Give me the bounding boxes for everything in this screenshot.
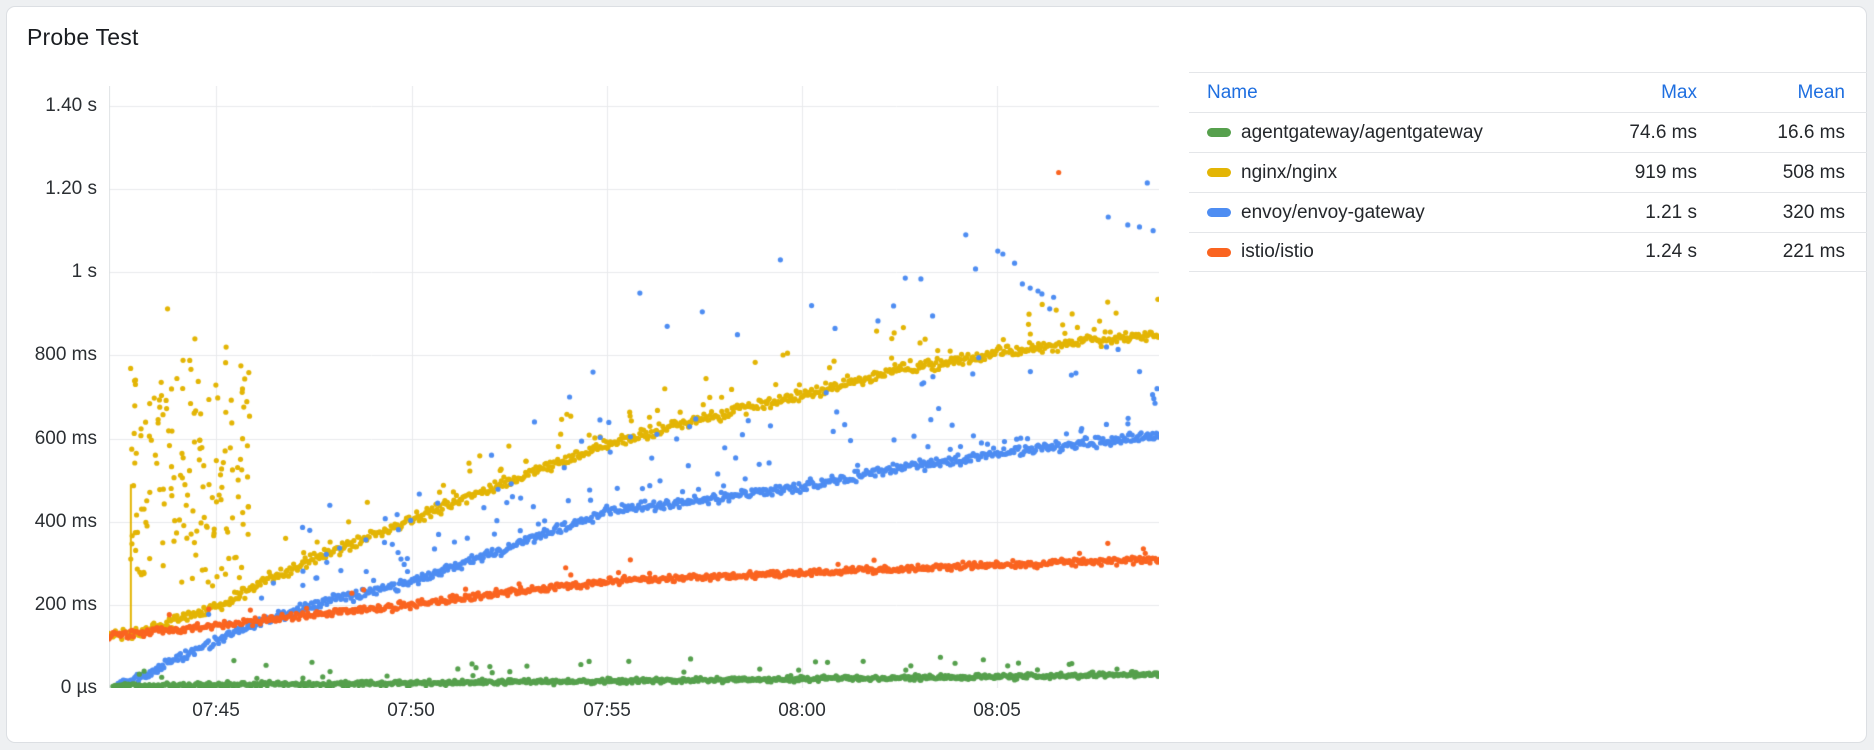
- series-color-swatch: [1207, 128, 1231, 137]
- y-axis-tick-label: 1 s: [71, 261, 97, 282]
- y-axis-tick-label: 1.20 s: [45, 178, 97, 199]
- y-axis-tick-label: 800 ms: [34, 344, 97, 365]
- series-name[interactable]: envoy/envoy-gateway: [1241, 201, 1425, 223]
- y-axis-tick-label: 400 ms: [34, 511, 97, 532]
- series-color-swatch: [1207, 247, 1231, 257]
- series-mean-value: 221 ms: [1782, 241, 1845, 262]
- series-mean-value: 320 ms: [1782, 201, 1845, 223]
- y-axis-tick-label: 0 µs: [60, 677, 97, 698]
- series-max-value: 919 ms: [1634, 161, 1697, 183]
- x-axis-tick-label: 08:05: [973, 700, 1021, 721]
- scatter-canvas[interactable]: [109, 86, 1159, 688]
- series-max-value: 74.6 ms: [1629, 121, 1697, 143]
- time-series-plot[interactable]: [109, 86, 1159, 688]
- legend-row[interactable]: istio/istio 1.24 s 221 ms: [1189, 232, 1867, 272]
- legend-table: Name Max Mean agentgateway/agentgateway …: [1189, 72, 1867, 272]
- x-axis-tick-label: 07:45: [192, 700, 240, 721]
- series-mean-value: 508 ms: [1782, 161, 1845, 183]
- legend-header-name[interactable]: Name: [1207, 81, 1258, 103]
- legend-header-max[interactable]: Max: [1661, 81, 1697, 103]
- series-name[interactable]: istio/istio: [1241, 241, 1314, 262]
- x-axis-tick-label: 08:00: [778, 700, 826, 721]
- series-color-swatch: [1207, 168, 1231, 177]
- x-axis-tick-label: 07:55: [583, 700, 631, 721]
- y-axis-tick-label: 1.40 s: [45, 95, 97, 116]
- legend-header-row: Name Max Mean: [1189, 72, 1867, 112]
- series-color-swatch: [1207, 208, 1231, 217]
- legend-row[interactable]: agentgateway/agentgateway 74.6 ms 16.6 m…: [1189, 112, 1867, 152]
- series-max-value: 1.21 s: [1645, 201, 1697, 223]
- legend-row[interactable]: envoy/envoy-gateway 1.21 s 320 ms: [1189, 192, 1867, 232]
- y-axis-tick-label: 600 ms: [34, 428, 97, 449]
- series-mean-value: 16.6 ms: [1777, 121, 1845, 143]
- legend-row[interactable]: nginx/nginx 919 ms 508 ms: [1189, 152, 1867, 192]
- panel-title: Probe Test: [27, 24, 139, 50]
- series-name[interactable]: agentgateway/agentgateway: [1241, 121, 1483, 143]
- series-name[interactable]: nginx/nginx: [1241, 161, 1338, 183]
- x-axis-tick-label: 07:50: [387, 700, 435, 721]
- y-axis-tick-label: 200 ms: [34, 594, 97, 615]
- probe-test-panel: Probe Test 1.40 s 1.20 s 1 s 800 ms 600 …: [6, 6, 1867, 743]
- series-max-value: 1.24 s: [1645, 241, 1697, 262]
- legend-header-mean[interactable]: Mean: [1797, 81, 1845, 103]
